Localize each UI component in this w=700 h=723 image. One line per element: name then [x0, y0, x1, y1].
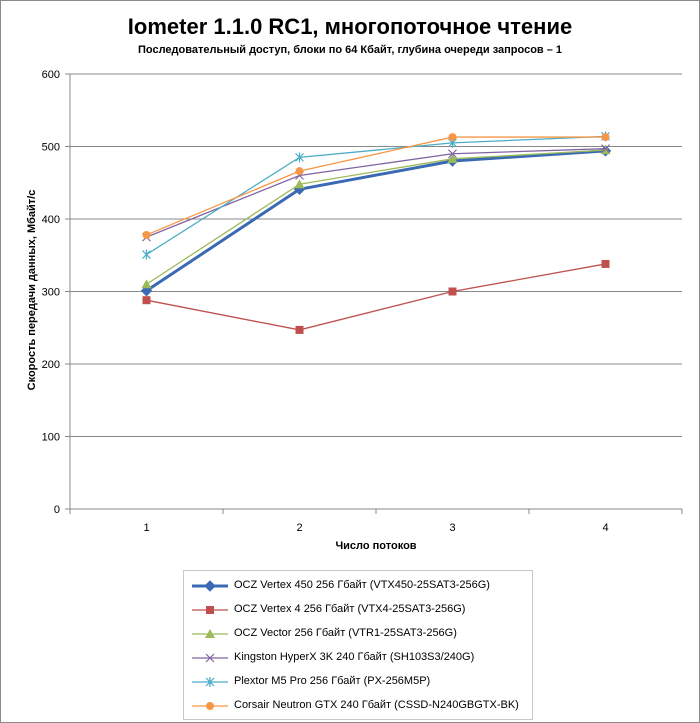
legend-marker — [205, 653, 215, 663]
legend-label: Kingston HyperX 3K 240 Гбайт (SH103S3/24… — [234, 651, 475, 663]
legend-item: OCZ Vertex 4 256 Гбайт (VTX4-25SAT3-256G… — [190, 600, 530, 620]
data-point — [601, 133, 610, 142]
chart-subtitle: Последовательный доступ, блоки по 64 Кба… — [137, 44, 563, 56]
data-point — [140, 285, 153, 297]
y-tick-label: 0 — [54, 504, 60, 516]
legend-marker — [205, 677, 215, 687]
legend-marker — [206, 606, 214, 614]
chart-title: Iometer 1.1.0 RC1, многопоточное чтение — [127, 14, 573, 39]
data-point — [448, 149, 457, 159]
legend-swatch — [192, 702, 228, 710]
y-tick-label: 100 — [42, 432, 60, 444]
legend: OCZ Vertex 450 256 Гбайт (VTX450-25SAT3-… — [183, 570, 533, 720]
y-tick-label: 400 — [42, 214, 60, 226]
series-line-4 — [146, 148, 606, 238]
y-tick-label: 600 — [42, 69, 60, 81]
data-point — [601, 144, 610, 154]
data-point — [142, 296, 151, 305]
legend-swatch — [192, 653, 228, 663]
series-line-3 — [146, 149, 606, 285]
y-tick-label: 500 — [42, 142, 60, 154]
data-point — [294, 179, 305, 189]
legend-item: Plextor M5 Pro 256 Гбайт (PX-256M5P) — [190, 672, 530, 692]
data-point — [295, 167, 304, 176]
legend-swatch — [192, 677, 228, 687]
legend-item: Kingston HyperX 3K 240 Гбайт (SH103S3/24… — [190, 648, 530, 668]
series-line-6 — [146, 136, 606, 236]
series-line-1 — [145, 149, 606, 293]
legend-label: OCZ Vector 256 Гбайт (VTR1-25SAT3-256G) — [234, 627, 457, 639]
series-line-5 — [146, 135, 606, 256]
legend-label: OCZ Vertex 450 256 Гбайт (VTX450-25SAT3-… — [234, 579, 490, 591]
legend-marker — [206, 702, 214, 710]
data-point — [142, 230, 151, 239]
legend-marker — [205, 629, 215, 638]
data-point — [141, 279, 152, 289]
legend-marker — [204, 580, 216, 592]
data-point — [448, 133, 457, 142]
series-line-2 — [146, 263, 606, 331]
legend-swatch — [192, 580, 228, 592]
legend-swatch — [192, 629, 228, 638]
data-point — [448, 287, 457, 296]
y-tick-label: 200 — [42, 359, 60, 371]
data-point — [447, 153, 458, 163]
legend-label: OCZ Vertex 4 256 Гбайт (VTX4-25SAT3-256G… — [234, 603, 466, 615]
legend-label: Corsair Neutron GTX 240 Гбайт (CSSD-N240… — [234, 699, 519, 711]
legend-item: OCZ Vector 256 Гбайт (VTR1-25SAT3-256G) — [190, 624, 530, 644]
y-tick-label: 300 — [42, 287, 60, 299]
data-point — [601, 259, 610, 268]
x-axis-label: Число потоков — [335, 540, 417, 552]
x-tick-label: 2 — [296, 522, 302, 534]
data-point — [295, 325, 304, 334]
legend-item: OCZ Vertex 450 256 Гбайт (VTX450-25SAT3-… — [190, 576, 530, 596]
legend-swatch — [192, 606, 228, 614]
data-point — [295, 152, 304, 163]
legend-item: Corsair Neutron GTX 240 Гбайт (CSSD-N240… — [190, 696, 530, 716]
x-tick-label: 4 — [602, 522, 608, 534]
x-tick-label: 1 — [143, 522, 149, 534]
legend-label: Plextor M5 Pro 256 Гбайт (PX-256M5P) — [234, 675, 431, 687]
data-point — [142, 249, 151, 260]
x-tick-label: 3 — [449, 522, 455, 534]
